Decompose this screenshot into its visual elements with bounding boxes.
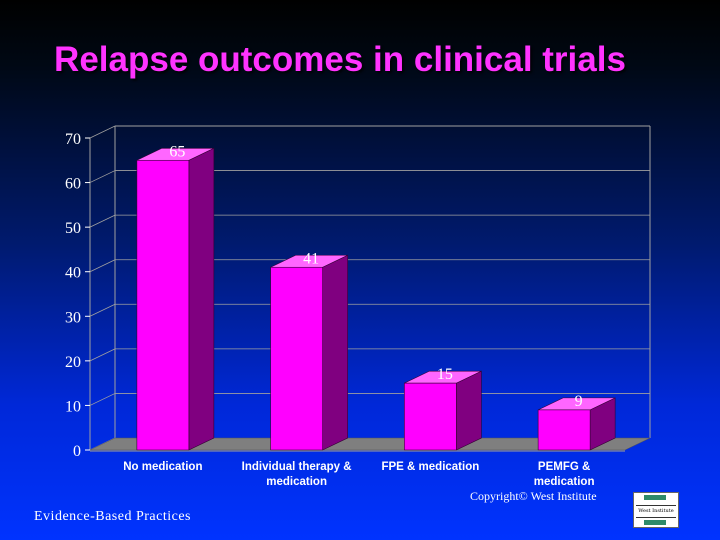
y-tick-label: 30 — [65, 309, 81, 326]
west-institute-logo: West Institute — [633, 492, 679, 528]
y-tick-label: 40 — [65, 265, 81, 282]
gridline-side — [89, 170, 116, 183]
y-tick-label: 0 — [73, 443, 81, 460]
bar-data-label: 15 — [437, 366, 453, 383]
bar-1: 65 — [136, 143, 215, 451]
bar-3: 15 — [404, 366, 482, 451]
x-category-label: PEMFG & — [538, 461, 590, 473]
bar-4: 9 — [537, 393, 616, 451]
bar-front — [537, 409, 591, 451]
copyright-text: Copyright© West Institute — [470, 489, 597, 503]
gridline-side — [89, 348, 116, 362]
gridline-side — [89, 125, 116, 139]
y-tick-label: 20 — [65, 354, 81, 371]
slide-title: Relapse outcomes in clinical trials — [54, 40, 626, 79]
bar-front — [136, 159, 190, 451]
bar-side — [188, 147, 215, 451]
y-tick-label: 10 — [65, 398, 81, 415]
logo-band-top — [644, 495, 666, 500]
gridline-side — [89, 214, 116, 228]
x-axis-labels: No medication Individual therapy & medicat… — [123, 461, 594, 488]
y-tick-label: 50 — [65, 220, 81, 237]
y-axis-ticks: 0 10 20 30 40 50 60 70 — [65, 131, 90, 460]
x-category-label: Individual therapy & — [242, 461, 352, 473]
bar-front — [270, 266, 323, 451]
logo-band-bottom — [644, 520, 666, 525]
gridline-side — [89, 303, 116, 317]
logo-text: West Institute — [636, 505, 676, 518]
bar-data-label: 9 — [575, 393, 583, 410]
bars-layer: 65 41 15 9 — [136, 143, 616, 451]
floor-layer — [89, 437, 651, 452]
y-tick-label: 60 — [65, 176, 81, 193]
gridline-side — [89, 393, 116, 406]
x-category-label: medication — [534, 476, 595, 488]
bar-data-label: 65 — [169, 143, 185, 160]
x-category-label: medication — [266, 476, 327, 488]
y-tick-label: 70 — [65, 131, 81, 148]
bar-data-label: 41 — [303, 250, 319, 267]
x-category-label: FPE & medication — [381, 461, 479, 473]
bar-2: 41 — [270, 250, 348, 451]
gridline-side — [89, 259, 116, 273]
bar-front — [404, 382, 457, 451]
x-category-label: No medication — [123, 461, 202, 473]
footer-left-text: Evidence-Based Practices — [34, 509, 191, 524]
bar-side — [456, 370, 482, 451]
bar-side — [322, 254, 348, 451]
